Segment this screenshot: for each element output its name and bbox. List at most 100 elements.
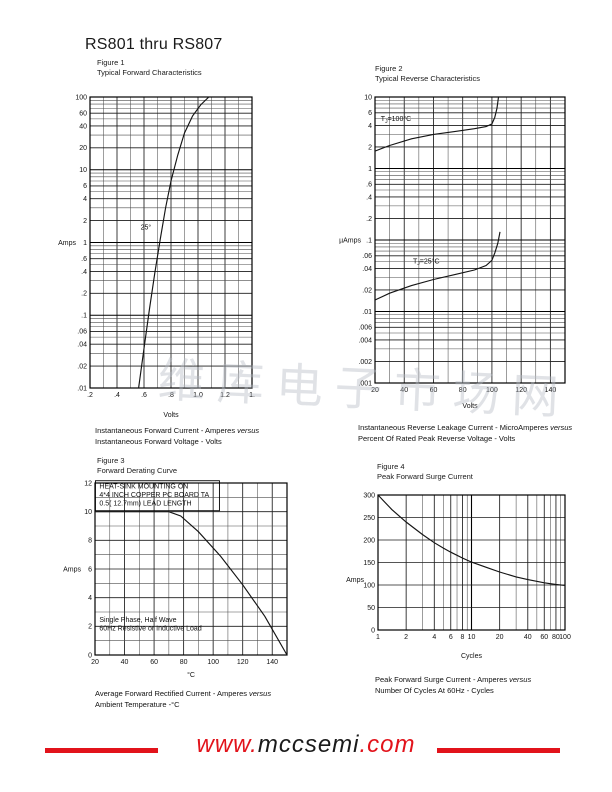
svg-text:20: 20 bbox=[91, 659, 99, 666]
svg-text:25°: 25° bbox=[141, 224, 152, 232]
svg-text:.4: .4 bbox=[114, 392, 120, 399]
figure3-label: Figure 3 bbox=[97, 456, 125, 465]
svg-text:.02: .02 bbox=[77, 363, 87, 370]
svg-text:120: 120 bbox=[237, 659, 249, 666]
figure3-caption-line2: Ambient Temperature -°C bbox=[95, 700, 180, 709]
figure1-caption-line2: Instantaneous Forward Voltage - Volts bbox=[95, 437, 222, 446]
svg-text:Amps: Amps bbox=[58, 240, 76, 247]
footer-rule-right bbox=[437, 748, 560, 753]
figure3-header: Figure 3 Forward Derating Curve bbox=[97, 456, 177, 475]
figure3-caption-row: Average Forward Rectified Current - Ampe… bbox=[95, 688, 271, 699]
svg-text:10: 10 bbox=[84, 509, 92, 516]
svg-text:.04: .04 bbox=[77, 342, 87, 349]
svg-text:Volts: Volts bbox=[163, 412, 179, 419]
svg-text:0: 0 bbox=[88, 652, 92, 659]
svg-text:TJ=25°C: TJ=25°C bbox=[413, 257, 440, 267]
figure2-caption-versus: versus bbox=[550, 423, 573, 432]
figure2-subtitle: Typical Reverse Characteristics bbox=[375, 73, 481, 83]
figure2-caption: Instantaneous Reverse Leakage Current - … bbox=[358, 422, 572, 444]
forward-derating-chart: 20 40 60 80 100 120 140 0 2 4 6 8 10 12 Amps °C HEAT-SIN… bbox=[63, 480, 288, 679]
page-title: RS801 thru RS807 bbox=[85, 36, 223, 53]
footer-rule-left bbox=[45, 748, 158, 753]
footer-url-www: www. bbox=[196, 731, 258, 758]
svg-text:20: 20 bbox=[496, 634, 504, 641]
svg-text:.2: .2 bbox=[366, 216, 372, 223]
svg-text:60: 60 bbox=[430, 387, 438, 394]
figure1-subtitle: Typical Forward Characteristics bbox=[97, 67, 202, 77]
svg-text:4: 4 bbox=[368, 123, 372, 130]
svg-text:.6: .6 bbox=[81, 256, 87, 263]
svg-text:1: 1 bbox=[83, 240, 87, 247]
figure1-header: Figure 1 Typical Forward Characteristics bbox=[97, 58, 202, 77]
svg-text:0: 0 bbox=[371, 627, 375, 634]
svg-text:TJ=100°C: TJ=100°C bbox=[381, 115, 411, 125]
svg-text:10: 10 bbox=[79, 167, 87, 174]
svg-text:1: 1 bbox=[376, 634, 380, 641]
svg-text:40: 40 bbox=[79, 123, 87, 130]
svg-text:100: 100 bbox=[559, 634, 571, 641]
svg-text:140: 140 bbox=[545, 387, 557, 394]
svg-text:120: 120 bbox=[515, 387, 527, 394]
svg-text:.06: .06 bbox=[362, 253, 372, 260]
svg-text:2: 2 bbox=[368, 144, 372, 151]
figure3-caption: Average Forward Rectified Current - Ampe… bbox=[95, 688, 271, 710]
figure4-caption-row: Peak Forward Surge Current - Amperes vers… bbox=[375, 674, 531, 685]
svg-text:.8: .8 bbox=[168, 392, 174, 399]
svg-text:µAmps: µAmps bbox=[339, 238, 361, 245]
surge-current-chart: 1 2 4 6 8 10 20 40 60 80 100050100150200250300Amps… bbox=[346, 492, 571, 660]
svg-text:.01: .01 bbox=[362, 309, 372, 316]
svg-text:10: 10 bbox=[468, 634, 476, 641]
svg-text:4: 4 bbox=[88, 595, 92, 602]
svg-text:60: 60 bbox=[540, 634, 548, 641]
svg-text:60Hz Resistive or Inductive Lo: 60Hz Resistive or Inductive Load bbox=[99, 626, 201, 633]
svg-text:.4: .4 bbox=[81, 269, 87, 276]
figure1-caption-row: Instantaneous Forward Current - Amperes v… bbox=[95, 425, 259, 436]
svg-text:8: 8 bbox=[460, 634, 464, 641]
svg-text:.6: .6 bbox=[366, 182, 372, 189]
svg-text:.1: .1 bbox=[366, 237, 372, 244]
footer-url-com: .com bbox=[359, 731, 416, 758]
svg-text:0.5( 12.7mm) LEAD LENGTH: 0.5( 12.7mm) LEAD LENGTH bbox=[99, 501, 191, 508]
svg-text:1.: 1. bbox=[249, 392, 255, 399]
svg-text:1.2: 1.2 bbox=[220, 392, 230, 399]
figure4-header: Figure 4 Peak Forward Surge Current bbox=[377, 462, 473, 481]
svg-text:100: 100 bbox=[363, 582, 375, 589]
svg-text:6: 6 bbox=[83, 183, 87, 190]
svg-text:1.0: 1.0 bbox=[193, 392, 203, 399]
figure4-caption-versus: versus bbox=[509, 675, 532, 684]
figure1-caption-line1: Instantaneous Forward Current - Amperes bbox=[95, 426, 236, 435]
svg-text:4: 4 bbox=[83, 196, 87, 203]
svg-text:.6: .6 bbox=[141, 392, 147, 399]
svg-text:.2: .2 bbox=[81, 291, 87, 298]
forward-characteristics-chart: .2 .4 .6 .8 1.0 1.2 1. 100 60 40 20 10 6 4 2 1 .6 .4 .2 .1.… bbox=[58, 94, 255, 419]
figure2-header: Figure 2 Typical Reverse Characteristics bbox=[375, 64, 480, 83]
figure1-caption: Instantaneous Forward Current - Amperes v… bbox=[95, 425, 259, 447]
svg-text:°C: °C bbox=[187, 671, 195, 679]
svg-text:.04: .04 bbox=[362, 266, 372, 273]
figure1-caption-versus: versus bbox=[237, 426, 260, 435]
svg-text:Single Phase, Half Wave: Single Phase, Half Wave bbox=[99, 617, 176, 624]
svg-text:1: 1 bbox=[368, 166, 372, 173]
svg-text:80: 80 bbox=[552, 634, 560, 641]
svg-text:40: 40 bbox=[121, 659, 129, 666]
svg-text:.1: .1 bbox=[81, 313, 87, 320]
svg-text:8: 8 bbox=[88, 538, 92, 545]
svg-text:60: 60 bbox=[79, 110, 87, 117]
svg-text:100: 100 bbox=[207, 659, 219, 666]
figure3-caption-versus: versus bbox=[249, 689, 272, 698]
svg-text:.001: .001 bbox=[358, 380, 372, 387]
figure2-caption-line2: Percent Of Rated Peak Reverse Voltage - … bbox=[358, 434, 516, 443]
figure4-label: Figure 4 bbox=[377, 462, 405, 471]
svg-text:2: 2 bbox=[88, 624, 92, 631]
reverse-characteristics-chart: 20 40 60 80 100 120 140 10 6 4 2 1 .6 .4 .2 .1 .06 .04 .02… bbox=[339, 94, 566, 410]
svg-text:60: 60 bbox=[150, 659, 158, 666]
svg-text:.002: .002 bbox=[358, 359, 372, 366]
svg-text:Cycles: Cycles bbox=[461, 653, 483, 660]
svg-text:50: 50 bbox=[367, 605, 375, 612]
svg-text:.2: .2 bbox=[87, 392, 93, 399]
svg-text:140: 140 bbox=[266, 659, 278, 666]
footer-logo: www.mccsemi.com bbox=[0, 731, 612, 759]
svg-text:40: 40 bbox=[524, 634, 532, 641]
svg-text:2: 2 bbox=[404, 634, 408, 641]
svg-text:100: 100 bbox=[75, 94, 87, 101]
